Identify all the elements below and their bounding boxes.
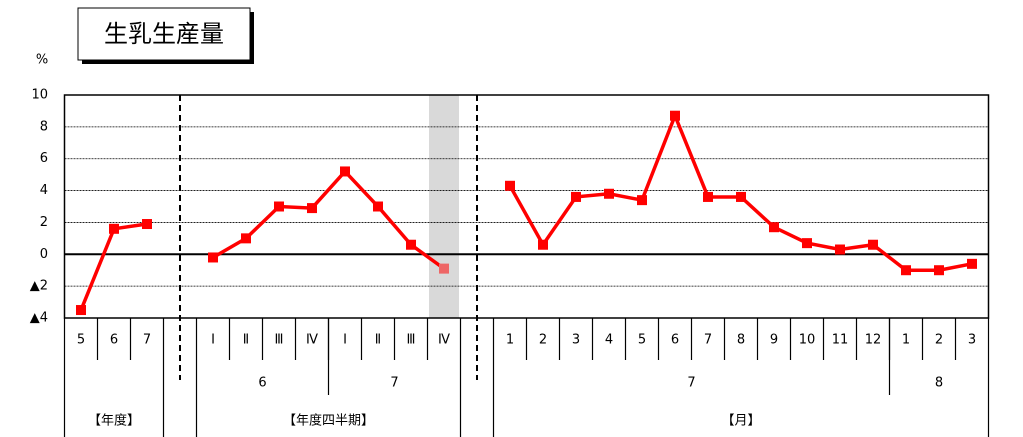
x-tick-label: Ⅰ — [211, 333, 215, 348]
data-point — [736, 191, 746, 202]
data-line — [212, 168, 446, 271]
section-label: 【月】 — [721, 414, 760, 429]
data-point — [406, 239, 416, 250]
x-tick-label: 12 — [865, 333, 882, 348]
x-tick-label: Ⅱ — [243, 333, 249, 348]
x-tick-label: 7 — [704, 333, 712, 348]
data-point — [505, 180, 515, 191]
title-box — [77, 7, 251, 61]
group-label: 7 — [687, 376, 695, 391]
x-tick-label: 6 — [671, 333, 679, 348]
y-tick-label: 2 — [40, 215, 48, 230]
x-tick-label: 2 — [935, 333, 943, 348]
y-tick-label: 8 — [40, 119, 48, 134]
y-tick-label: 0 — [40, 247, 48, 262]
data-point — [241, 233, 251, 244]
data-point — [934, 265, 944, 276]
data-point — [307, 203, 317, 214]
data-point — [109, 223, 119, 234]
data-point — [868, 239, 878, 250]
x-tick-label: 5 — [77, 333, 85, 348]
data-point — [802, 238, 812, 249]
y-unit: % — [36, 53, 48, 68]
y-tick-label: 10 — [31, 88, 48, 103]
plot-border — [63, 94, 990, 319]
x-tick-label: 4 — [605, 333, 613, 348]
x-tick-label: 1 — [506, 333, 514, 348]
data-point — [76, 305, 86, 316]
x-tick-label: 11 — [832, 333, 849, 348]
x-tick-label: 1 — [902, 333, 910, 348]
x-tick-label: Ⅳ — [438, 333, 450, 348]
data-point — [208, 252, 218, 263]
data-point — [967, 258, 977, 269]
data-point — [703, 191, 713, 202]
chart-title: 生乳生産量 — [104, 20, 224, 48]
x-tick-label: 10 — [799, 333, 816, 348]
y-tick-label: 4 — [40, 183, 48, 198]
data-point — [538, 239, 548, 250]
group-label: 6 — [258, 376, 266, 391]
x-tick-label: 5 — [638, 333, 646, 348]
y-tick-label: 6 — [40, 151, 48, 166]
x-tick-label: 8 — [737, 333, 745, 348]
section-label: 【年度四半期】 — [283, 413, 374, 429]
data-point — [835, 244, 845, 255]
x-tick-label: 3 — [572, 333, 580, 348]
group-label: 8 — [935, 376, 943, 391]
x-tick-label: 7 — [143, 333, 151, 348]
y-tick-label: ▲2 — [30, 279, 48, 294]
x-tick-label: 3 — [968, 333, 976, 348]
data-point — [637, 195, 647, 206]
data-point — [142, 219, 152, 230]
y-tick-label: ▲4 — [30, 311, 48, 326]
data-point — [901, 265, 911, 276]
x-tick-label: Ⅱ — [375, 333, 381, 348]
data-line — [79, 222, 148, 311]
x-tick-label: 2 — [539, 333, 547, 348]
data-point — [439, 263, 449, 274]
x-tick-label: Ⅳ — [306, 333, 318, 348]
x-tick-label: Ⅲ — [407, 333, 416, 348]
x-tick-label: Ⅲ — [275, 333, 284, 348]
section-label: 【年度】 — [88, 413, 140, 429]
group-label: 7 — [390, 376, 398, 391]
data-point — [670, 110, 680, 121]
x-tick-label: Ⅰ — [343, 333, 347, 348]
x-tick-label: 9 — [770, 333, 778, 348]
data-point — [604, 188, 614, 199]
data-point — [373, 201, 383, 212]
data-point — [274, 201, 284, 212]
data-point — [571, 191, 581, 202]
data-point — [769, 222, 779, 233]
data-point — [340, 166, 350, 177]
x-tick-label: 6 — [110, 333, 118, 348]
highlight-band — [429, 95, 459, 318]
